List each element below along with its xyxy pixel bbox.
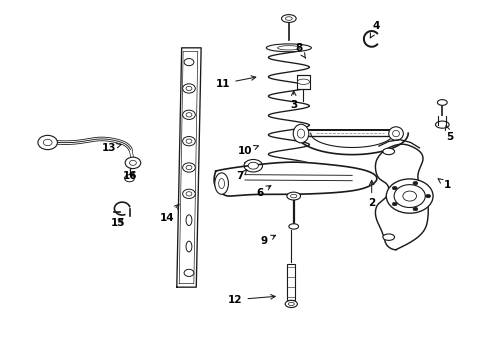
Text: 10: 10 — [238, 145, 258, 157]
Ellipse shape — [278, 46, 300, 50]
Ellipse shape — [286, 17, 292, 20]
Ellipse shape — [186, 215, 192, 226]
Circle shape — [43, 139, 52, 146]
Circle shape — [184, 269, 194, 276]
Ellipse shape — [291, 194, 297, 198]
Polygon shape — [177, 48, 201, 287]
Ellipse shape — [282, 15, 296, 22]
Circle shape — [426, 194, 431, 198]
Circle shape — [392, 202, 397, 206]
Circle shape — [403, 191, 416, 201]
Polygon shape — [375, 144, 428, 250]
Circle shape — [413, 181, 418, 185]
Ellipse shape — [267, 44, 311, 52]
Text: 4: 4 — [370, 21, 380, 38]
Text: 5: 5 — [445, 126, 453, 142]
Circle shape — [129, 160, 136, 165]
Text: 1: 1 — [438, 179, 451, 190]
Ellipse shape — [215, 173, 228, 194]
Ellipse shape — [287, 192, 300, 200]
Circle shape — [183, 189, 196, 198]
Ellipse shape — [438, 100, 447, 105]
Ellipse shape — [288, 302, 294, 306]
Circle shape — [38, 135, 57, 150]
Ellipse shape — [389, 127, 403, 140]
Bar — [296, 75, 310, 89]
Circle shape — [183, 136, 196, 146]
Circle shape — [184, 59, 194, 66]
Text: 8: 8 — [295, 43, 306, 58]
Text: 7: 7 — [237, 170, 247, 181]
Text: 11: 11 — [216, 76, 256, 89]
Ellipse shape — [297, 129, 305, 138]
Circle shape — [183, 110, 196, 120]
Circle shape — [386, 179, 433, 213]
Ellipse shape — [297, 79, 310, 85]
Ellipse shape — [248, 162, 258, 169]
Ellipse shape — [219, 179, 224, 189]
Circle shape — [394, 185, 425, 207]
Text: 16: 16 — [123, 171, 138, 181]
Text: 13: 13 — [101, 143, 122, 153]
Circle shape — [183, 84, 196, 93]
Ellipse shape — [383, 148, 394, 155]
Text: 3: 3 — [290, 91, 297, 110]
Circle shape — [186, 139, 192, 143]
Ellipse shape — [244, 159, 263, 172]
Bar — [288, 264, 295, 300]
Circle shape — [125, 157, 141, 168]
Text: 2: 2 — [368, 180, 375, 208]
Text: 14: 14 — [160, 204, 179, 222]
Circle shape — [183, 163, 196, 172]
Ellipse shape — [293, 124, 309, 143]
Text: 15: 15 — [111, 218, 125, 228]
Circle shape — [186, 86, 192, 91]
Polygon shape — [214, 162, 377, 196]
Text: 9: 9 — [261, 235, 275, 246]
Circle shape — [186, 165, 192, 170]
Ellipse shape — [285, 300, 297, 307]
Ellipse shape — [289, 224, 298, 229]
Ellipse shape — [383, 234, 394, 240]
Circle shape — [413, 207, 418, 211]
Circle shape — [186, 192, 192, 196]
Circle shape — [124, 175, 134, 182]
Text: 6: 6 — [256, 186, 271, 198]
Circle shape — [392, 186, 397, 190]
Ellipse shape — [186, 241, 192, 252]
Ellipse shape — [436, 121, 449, 128]
Text: 12: 12 — [228, 294, 275, 305]
Bar — [439, 116, 446, 125]
Circle shape — [186, 113, 192, 117]
Ellipse shape — [392, 130, 399, 137]
